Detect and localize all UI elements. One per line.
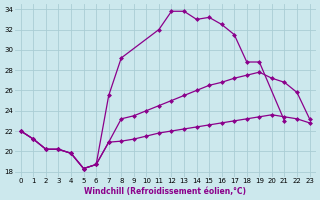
X-axis label: Windchill (Refroidissement éolien,°C): Windchill (Refroidissement éolien,°C) [84,187,246,196]
